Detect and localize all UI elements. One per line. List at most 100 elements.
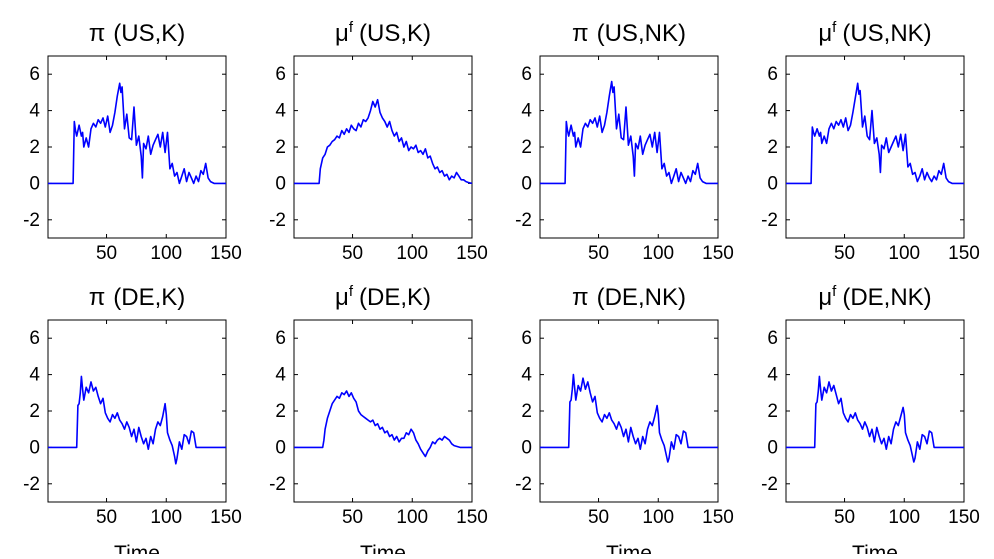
- y-tick-label: 4: [767, 101, 778, 122]
- subplot-3: π (US,NK) 6 4 2 0 -2 50 100 150: [515, 20, 734, 264]
- x-tick-label: 150: [948, 243, 980, 264]
- title-superscript: f: [349, 283, 354, 300]
- title-arguments: (DE,K): [113, 284, 185, 311]
- x-axis-label: Time: [852, 542, 898, 554]
- y-tick-label: 6: [275, 328, 286, 349]
- x-tick-label: 100: [888, 243, 920, 264]
- title-arguments: (DE,NK): [842, 284, 931, 311]
- y-tick-label: 2: [521, 137, 532, 158]
- x-tick-label: 50: [96, 243, 117, 264]
- title-symbol: π: [89, 20, 106, 47]
- x-tick-label: 100: [396, 243, 428, 264]
- x-axis-label: Time: [360, 542, 406, 554]
- subplot-title: μf (US,K): [335, 19, 431, 47]
- title-symbol: π: [89, 284, 106, 311]
- title-arguments: (DE,NK): [597, 284, 686, 311]
- x-tick-label: 50: [834, 507, 855, 528]
- subplot-2: μf (US,K) 6 4 2 0 -2 50 100 150: [269, 19, 488, 264]
- title-arguments: (US,NK): [842, 20, 931, 47]
- axes-box: [293, 319, 473, 503]
- y-tick-label: 0: [275, 437, 286, 458]
- series-line: [48, 375, 226, 465]
- x-axis-label: Time: [606, 542, 652, 554]
- subplot-5: π (DE,K) 6 4 2 0 -2 50 100 150 Time: [23, 284, 242, 559]
- y-tick-label: 2: [275, 401, 286, 422]
- y-tick-label: 6: [275, 64, 286, 85]
- y-tick-label: 4: [29, 365, 40, 386]
- subplot-title: π (DE,NK): [572, 284, 686, 311]
- x-tick-label: 150: [456, 507, 488, 528]
- x-tick-label: 100: [150, 507, 182, 528]
- y-tick-label: 6: [767, 328, 778, 349]
- axes-box: [293, 55, 473, 239]
- y-tick-label: -2: [269, 474, 286, 495]
- title-superscript: f: [832, 19, 837, 36]
- x-tick-label: 100: [888, 507, 920, 528]
- y-tick-label: -2: [23, 210, 40, 231]
- y-tick-label: 2: [275, 137, 286, 158]
- series-line: [786, 82, 964, 185]
- y-tick-label: 4: [275, 365, 286, 386]
- title-arguments: (US,K): [359, 20, 431, 47]
- y-tick-label: 6: [29, 64, 40, 85]
- x-tick-label: 50: [834, 243, 855, 264]
- title-symbol: μ: [818, 284, 832, 311]
- x-tick-label: 150: [702, 243, 734, 264]
- axes-box: [785, 55, 965, 239]
- subplot-6: μf (DE,K) 6 4 2 0 -2 50 100 150 Time: [269, 283, 488, 559]
- y-tick-label: 6: [767, 64, 778, 85]
- series-line: [786, 375, 964, 463]
- y-tick-label: 6: [29, 328, 40, 349]
- title-arguments: (DE,K): [359, 284, 431, 311]
- subplot-title: π (DE,K): [89, 284, 186, 311]
- y-tick-label: 0: [29, 173, 40, 194]
- title-symbol: π: [572, 284, 589, 311]
- x-axis-label: Time: [114, 542, 160, 554]
- y-tick-label: 2: [29, 401, 40, 422]
- y-tick-label: 0: [275, 173, 286, 194]
- y-tick-label: -2: [23, 474, 40, 495]
- subplot-title: μf (US,NK): [818, 19, 931, 47]
- x-tick-label: 150: [210, 243, 242, 264]
- y-tick-label: 2: [521, 401, 532, 422]
- axes-box: [539, 319, 719, 503]
- subplot-title: μf (DE,NK): [818, 283, 931, 311]
- y-tick-label: 2: [767, 137, 778, 158]
- y-tick-label: 4: [521, 101, 532, 122]
- y-tick-label: 4: [29, 101, 40, 122]
- y-tick-label: -2: [269, 210, 286, 231]
- title-arguments: (US,NK): [597, 20, 686, 47]
- subplot-8: μf (DE,NK) 6 4 2 0 -2 50 100 150 Time: [761, 283, 980, 559]
- title-symbol: μ: [818, 20, 832, 47]
- subplot-1: π (US,K) 6 4 2 0 -2 50 100 150: [23, 20, 242, 264]
- series-line: [294, 98, 473, 185]
- y-tick-label: -2: [761, 210, 778, 231]
- subplot-4: μf (US,NK) 6 4 2 0 -2 50 100 150: [761, 19, 980, 264]
- series-line: [294, 390, 472, 458]
- subplot-title: π (US,K): [89, 20, 186, 47]
- title-arguments: (US,K): [113, 20, 185, 47]
- title-symbol: π: [572, 20, 589, 47]
- x-tick-label: 100: [642, 243, 674, 264]
- x-tick-label: 100: [396, 507, 428, 528]
- subplot-7: π (DE,NK) 6 4 2 0 -2 50 100 150 Time: [515, 284, 734, 559]
- x-tick-label: 50: [588, 243, 609, 264]
- y-tick-label: 0: [521, 173, 532, 194]
- y-tick-label: 6: [521, 64, 532, 85]
- axes-box: [785, 319, 965, 503]
- title-superscript: f: [832, 283, 837, 300]
- x-tick-label: 150: [456, 243, 488, 264]
- x-tick-label: 100: [150, 243, 182, 264]
- y-tick-label: 0: [29, 437, 40, 458]
- axes-box: [539, 55, 719, 239]
- y-tick-label: 4: [275, 101, 286, 122]
- x-tick-label: 100: [642, 507, 674, 528]
- y-tick-label: 4: [521, 365, 532, 386]
- x-tick-label: 150: [948, 507, 980, 528]
- y-tick-label: 6: [521, 328, 532, 349]
- x-tick-label: 150: [702, 507, 734, 528]
- y-tick-label: 0: [767, 173, 778, 194]
- x-tick-label: 50: [588, 507, 609, 528]
